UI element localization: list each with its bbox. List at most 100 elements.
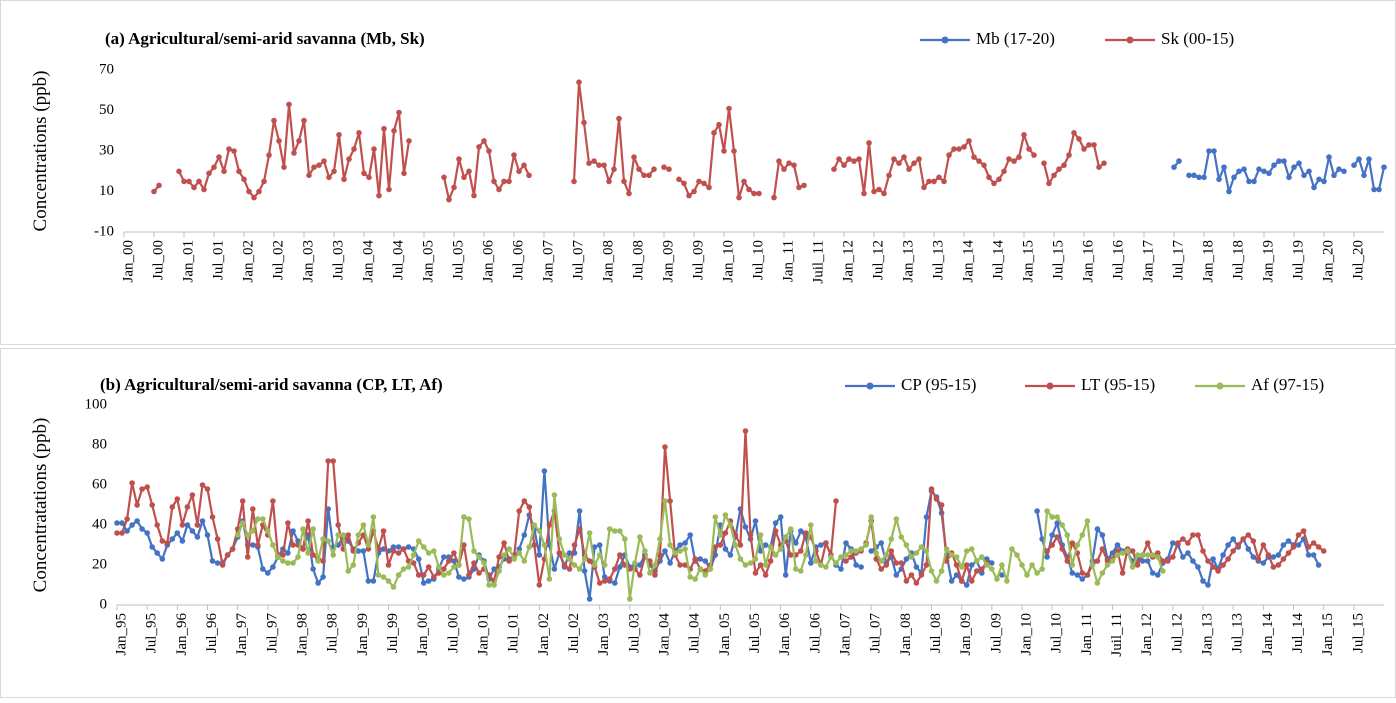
data-point	[752, 556, 759, 562]
data-point	[838, 566, 844, 572]
data-point	[1039, 566, 1045, 572]
data-point	[1195, 532, 1201, 538]
data-point	[250, 542, 256, 548]
data-point	[446, 196, 452, 203]
data-point	[786, 160, 792, 166]
data-point	[256, 188, 262, 195]
data-point	[486, 148, 492, 154]
data-point	[566, 566, 573, 572]
data-point	[858, 564, 864, 570]
x-tick-label: Jul_13	[930, 240, 946, 280]
data-point	[652, 572, 658, 578]
x-tick-label: Jan_12	[840, 240, 856, 283]
data-point	[189, 492, 196, 498]
data-point	[1019, 562, 1025, 568]
data-point	[181, 178, 187, 185]
data-point	[451, 550, 457, 556]
x-tick-label: Jan_08	[600, 240, 616, 283]
data-point	[516, 550, 522, 556]
data-point	[938, 568, 945, 574]
data-point	[431, 574, 437, 580]
data-point	[722, 546, 729, 552]
data-point	[848, 554, 854, 560]
data-point	[941, 178, 947, 185]
data-point	[1160, 568, 1166, 574]
data-point	[1051, 172, 1057, 179]
data-point	[762, 572, 769, 578]
data-point	[1256, 166, 1262, 172]
data-point	[968, 578, 975, 584]
data-point	[647, 570, 653, 576]
data-point	[991, 180, 997, 187]
data-point	[1124, 548, 1131, 554]
x-tick-label: Jan_17	[1140, 240, 1156, 283]
data-point	[516, 546, 522, 552]
data-point	[921, 184, 927, 191]
data-point	[798, 528, 804, 534]
y-tick-label: 80	[92, 436, 107, 452]
data-point	[496, 554, 502, 560]
data-point	[536, 582, 543, 588]
data-point	[335, 532, 342, 538]
x-tick-label: Jul_18	[1230, 240, 1246, 280]
data-point	[712, 544, 719, 550]
data-point	[501, 540, 507, 546]
data-point	[216, 154, 222, 160]
data-point	[981, 162, 987, 168]
data-point	[1044, 508, 1050, 514]
x-tick-label: Jul_06	[807, 613, 823, 654]
data-point	[1321, 178, 1327, 185]
data-point	[516, 168, 522, 175]
data-point	[1376, 186, 1382, 193]
data-point	[586, 596, 593, 602]
data-point	[677, 562, 683, 568]
data-point	[221, 168, 227, 175]
data-point	[737, 542, 744, 548]
data-point	[968, 546, 975, 552]
data-point	[727, 522, 734, 528]
data-point	[280, 552, 286, 558]
data-point	[466, 572, 472, 578]
data-point	[1079, 570, 1086, 576]
data-point	[976, 158, 982, 164]
data-point	[777, 514, 784, 520]
data-point	[1054, 520, 1060, 526]
data-point	[831, 166, 837, 172]
data-point	[841, 162, 847, 168]
data-point	[612, 580, 618, 586]
data-point	[420, 572, 427, 578]
data-point	[1270, 564, 1277, 570]
data-point	[194, 522, 201, 528]
data-point	[903, 556, 910, 562]
data-point	[154, 550, 160, 556]
data-point	[1306, 168, 1312, 175]
x-tick-label: Jul_14	[1290, 613, 1306, 654]
data-point	[1331, 172, 1337, 179]
data-point	[186, 178, 192, 185]
data-point	[159, 556, 166, 562]
data-point	[903, 542, 910, 548]
data-point	[281, 164, 287, 170]
data-point	[958, 564, 965, 570]
data-point	[456, 574, 462, 580]
x-tick-label: Jan_07	[540, 240, 556, 283]
data-point	[948, 552, 955, 558]
x-tick-label: Jul_14	[990, 240, 1006, 281]
data-point	[1286, 174, 1292, 181]
data-point	[1185, 550, 1191, 556]
data-point	[571, 542, 578, 548]
x-tick-label: Jan_10	[720, 240, 736, 283]
data-point	[506, 178, 512, 185]
data-point	[1155, 550, 1161, 556]
data-point	[581, 568, 588, 574]
data-point	[1096, 164, 1102, 170]
data-point	[325, 538, 332, 544]
x-tick-label: Jul_98	[325, 613, 341, 653]
x-tick-label: Jan_01	[180, 240, 196, 283]
data-point	[1316, 176, 1322, 183]
data-point	[931, 178, 937, 185]
data-point	[561, 562, 568, 568]
x-tick-label: Jul_12	[870, 240, 886, 280]
x-tick-label: Jan_05	[717, 613, 733, 656]
data-point	[686, 192, 692, 199]
